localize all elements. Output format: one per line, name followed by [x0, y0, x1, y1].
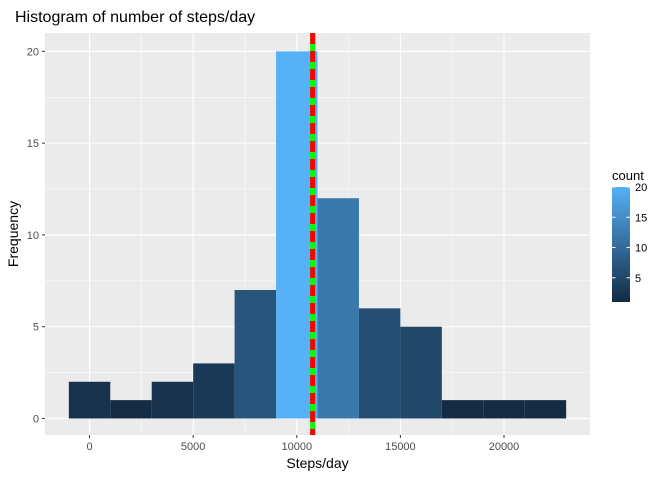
legend-label: 10 — [635, 243, 647, 255]
histogram-bar — [358, 308, 401, 419]
y-tick-label: 0 — [33, 413, 39, 425]
y-tick-label: 10 — [27, 230, 39, 242]
x-tick-label: 15000 — [385, 441, 416, 453]
y-tick-label: 15 — [27, 138, 39, 150]
histogram-bar — [68, 381, 111, 419]
histogram-bar — [441, 400, 484, 419]
histogram-bar — [151, 381, 194, 419]
histogram-bar — [193, 363, 235, 419]
x-tick-label: 10000 — [281, 441, 312, 453]
histogram-bar — [400, 326, 442, 419]
histogram-bar — [317, 198, 359, 419]
y-tick-label: 5 — [33, 322, 39, 334]
histogram-bars — [68, 51, 567, 419]
legend-colorbar — [612, 187, 630, 302]
y-tick-label: 20 — [27, 46, 39, 58]
y-axis-title: Frequency — [5, 201, 21, 267]
x-tick-label: 20000 — [489, 441, 520, 453]
legend-label: 20 — [635, 182, 647, 194]
x-axis: 0 5000 10000 15000 20000 — [86, 435, 519, 453]
y-axis: 0 5 10 15 20 — [27, 46, 45, 425]
x-tick-label: 0 — [86, 441, 92, 453]
legend-title: count — [612, 168, 644, 183]
histogram-bar — [110, 400, 152, 419]
histogram-bar — [524, 400, 567, 419]
x-axis-title: Steps/day — [286, 455, 348, 471]
legend-label: 15 — [635, 212, 647, 224]
chart-title: Histogram of number of steps/day — [15, 9, 255, 26]
legend-label: 5 — [635, 273, 641, 285]
histogram-bar — [483, 400, 525, 419]
histogram-bar — [234, 289, 277, 419]
x-tick-label: 5000 — [181, 441, 205, 453]
legend: count 5 10 15 20 — [612, 168, 647, 302]
